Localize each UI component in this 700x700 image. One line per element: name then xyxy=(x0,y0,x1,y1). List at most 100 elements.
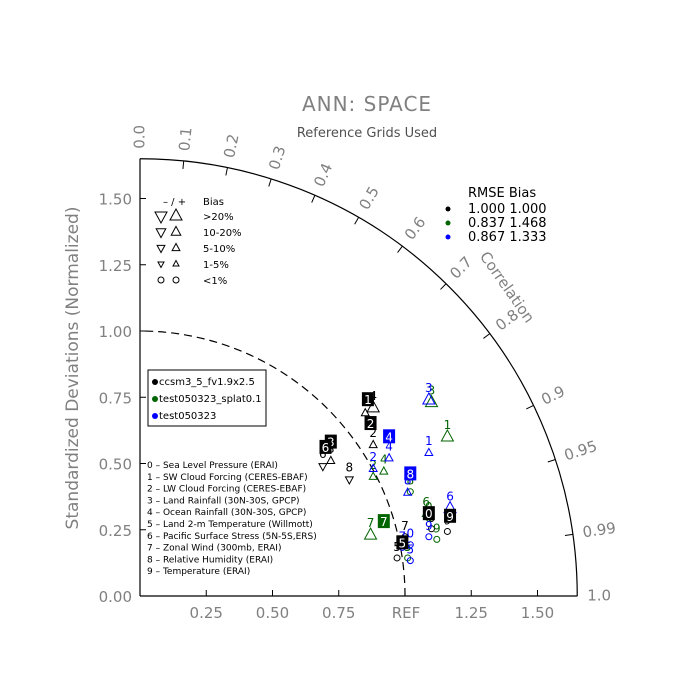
bias-legend-up-triangle xyxy=(172,259,180,267)
chart-subtitle: Reference Grids Used xyxy=(297,126,437,141)
bias-legend-down-triangle xyxy=(155,228,167,239)
series-legend-box xyxy=(147,369,267,427)
variable-list: 0 – Sea Level Pressure (ERAI) 1 – SW Clou… xyxy=(147,461,317,577)
variable-list-item: 9 – Temperature (ERAI) xyxy=(147,567,250,577)
correlation-tick-mark xyxy=(397,245,403,253)
correlation-tick-mark xyxy=(182,160,185,169)
correlation-tick-mark xyxy=(483,333,491,339)
variable-list-item: 3 – Land Rainfall (30N-30S, GPCP) xyxy=(147,496,300,506)
x-tick-label: 0.25 xyxy=(190,604,223,622)
bias-legend-up-triangle xyxy=(169,207,183,221)
variable-list-item: 7 – Zonal Wind (300mb, ERAI) xyxy=(147,544,281,554)
bias-legend-up-triangle xyxy=(171,242,181,252)
bias-circle-marker xyxy=(406,557,414,565)
bias-triangle-marker xyxy=(422,391,436,405)
point-label: 6 xyxy=(422,495,430,509)
series-legend: ccsm3_5_fv1.9x2.5 test050323_splat0.1test… xyxy=(147,369,267,427)
correlation-tick-label: 0.3 xyxy=(265,144,289,172)
point-label: 8 xyxy=(404,474,412,488)
data-points: 0123456789012345678901234567890123569748 xyxy=(318,381,457,565)
series-legend-label: ccsm3_5_fv1.9x2.5 xyxy=(159,377,255,388)
series-legend-label: test050323_splat0.1 xyxy=(159,394,262,405)
boxed-point-label: 9 xyxy=(446,510,454,524)
correlation-tick-label: 0.95 xyxy=(562,437,599,465)
bias-triangle-marker xyxy=(368,471,378,480)
bias-triangle-marker xyxy=(368,463,378,472)
rmse-legend-row: 0.837 1.468 xyxy=(468,216,547,231)
tick-labels: 0.000.250.500.751.001.251.500.25 0.50 0.75… xyxy=(99,191,555,623)
point-label: 9 xyxy=(425,519,433,533)
correlation-tick-mark xyxy=(526,404,534,410)
point-label: 7 xyxy=(367,516,375,530)
bias-legend-down-triangle xyxy=(156,244,166,254)
correlation-tick-label: 0.0 xyxy=(131,125,149,149)
point-label: 4 xyxy=(385,439,393,453)
point-label: 5 xyxy=(406,543,414,557)
correlation-tick-mark xyxy=(354,217,360,225)
correlation-tick-label: 0.5 xyxy=(355,183,383,213)
correlation-tick-mark xyxy=(311,195,316,203)
bias-legend-row-label: 10-20% xyxy=(203,228,242,239)
bias-legend-row-label: <1% xyxy=(203,276,227,287)
bias-legend-sign-header: – / + xyxy=(163,197,186,208)
bias-triangle-marker xyxy=(368,439,378,449)
bias-triangle-marker xyxy=(384,452,394,462)
bias-triangle-marker xyxy=(344,476,355,486)
boxed-point-label: 1 xyxy=(364,393,372,407)
correlation-tick-mark xyxy=(225,167,228,176)
variable-list-item: 1 – SW Cloud Forcing (CERES-EBAF) xyxy=(147,473,308,483)
point-label: 1 xyxy=(444,418,452,432)
variable-list-item: 2 – LW Cloud Forcing (CERES-EBAF) xyxy=(147,485,306,495)
bias-triangle-marker xyxy=(424,447,434,457)
bias-triangle-marker xyxy=(440,429,455,442)
boxed-point-background xyxy=(404,466,417,481)
x-tick-label: 0.75 xyxy=(322,604,355,622)
bias-triangle-marker xyxy=(326,455,336,464)
correlation-tick-label: 0.6 xyxy=(401,213,430,243)
boxed-point-label: 2 xyxy=(367,417,375,431)
point-label: 4 xyxy=(380,453,388,467)
boxed-point-label: 0 xyxy=(425,507,433,521)
y-tick-label: 0.00 xyxy=(99,588,132,606)
correlation-tick-label: 0.9 xyxy=(538,382,567,409)
boxed-point-background xyxy=(377,514,390,529)
chart-title: ANN: SPACE xyxy=(302,92,432,116)
correlation-tick-mark xyxy=(440,283,447,290)
point-label: 8 xyxy=(406,474,414,488)
point-label: 6 xyxy=(446,490,454,504)
boxed-point-background xyxy=(361,392,374,407)
bias-legend-circle xyxy=(172,276,180,284)
bias-legend-row-label: >20% xyxy=(203,212,234,223)
y-tick-label: 0.75 xyxy=(99,389,132,407)
series-legend-dot xyxy=(152,379,158,385)
bias-legend-row-label: 1-5% xyxy=(203,260,229,271)
point-label: 2 xyxy=(369,426,377,440)
correlation-tick-label: 0.2 xyxy=(220,133,242,160)
boxed-point-background xyxy=(364,416,377,431)
correlation-tick-mark xyxy=(564,533,573,536)
boxed-point-label: 4 xyxy=(385,430,393,444)
point-label: 3 xyxy=(428,384,436,398)
rmse-legend-header: RMSE Bias xyxy=(468,186,536,201)
ref-label: REF xyxy=(392,604,421,622)
point-label: 9 xyxy=(433,521,441,535)
bias-triangle-marker xyxy=(424,394,439,408)
boxed-point-background xyxy=(396,535,409,550)
bias-circle-marker xyxy=(406,488,414,496)
series-legend-dot xyxy=(152,413,158,419)
y-tick-label: 1.50 xyxy=(99,191,132,209)
boxed-point-background xyxy=(319,439,332,454)
boxed-point-label: 5 xyxy=(399,536,407,550)
x-tick-label: 1.25 xyxy=(455,604,488,622)
rmse-legend-dot xyxy=(445,220,451,226)
bias-legend: – / + Bias >20% 10-20% 5-10% 1-5% <1% xyxy=(154,197,242,287)
correlation-tick-mark xyxy=(547,458,556,463)
bias-circle-marker xyxy=(433,535,441,543)
point-label: 6 xyxy=(319,447,327,461)
variable-list-item: 6 – Pacific Surface Stress (5N-5S,ERS) xyxy=(147,532,317,542)
y-axis-label: Standardized Deviations (Normalized) xyxy=(63,207,83,530)
boxed-point-label: 6 xyxy=(322,441,330,455)
correlation-tick-label: 0.99 xyxy=(581,519,617,542)
boxed-point-background xyxy=(422,506,435,521)
